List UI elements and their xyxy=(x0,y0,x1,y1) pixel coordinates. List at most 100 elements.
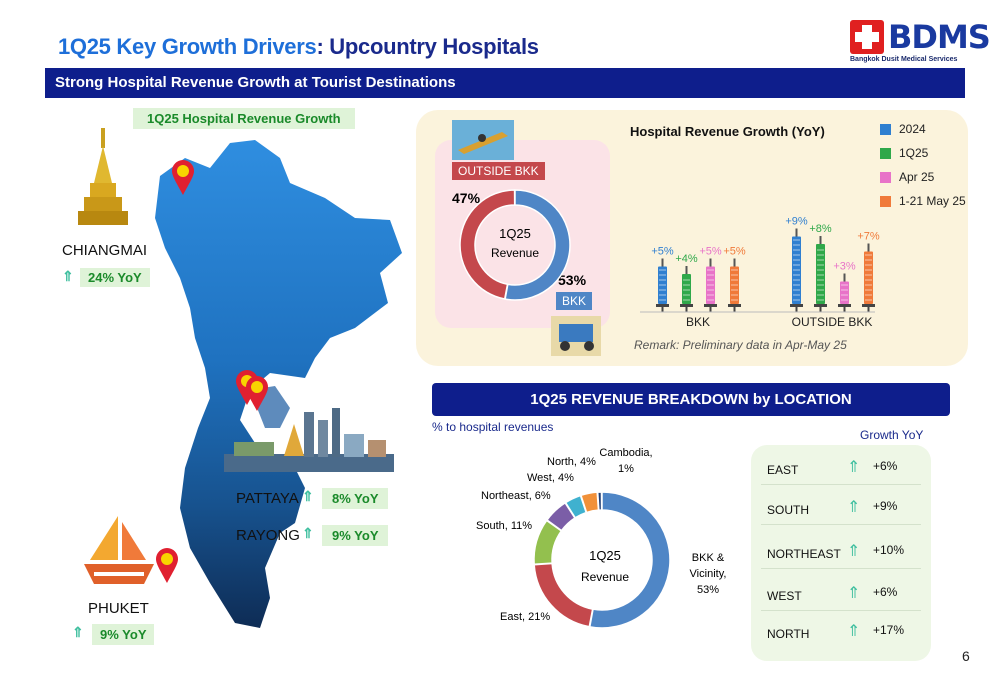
legend-swatch xyxy=(880,148,891,160)
pattaya-growth: 8% YoY xyxy=(322,488,389,509)
bkk-tag: BKK xyxy=(556,292,593,310)
chiangmai-growth: 24% YoY xyxy=(80,268,150,287)
donut1-center: 1Q25 xyxy=(499,226,531,241)
map-shape xyxy=(155,140,402,628)
bar-value-label: +5% xyxy=(699,246,722,258)
growth-up-arrow-icon: ⇑ xyxy=(62,268,74,284)
chart-bar xyxy=(862,243,875,312)
outside-bkk-tag: OUTSIDE BKK xyxy=(452,162,545,180)
logo-text: BDMS xyxy=(888,18,991,56)
longtail-boat-icon xyxy=(452,120,514,160)
chart-title: Hospital Revenue Growth (YoY) xyxy=(630,124,825,139)
donut-slice xyxy=(459,189,516,300)
table-row: WEST ⇑ +6% xyxy=(761,571,921,611)
donut-slice xyxy=(588,491,671,629)
growth-bar-chart: +5%+4%+5% +5%BKK+9%+8%+3%+7%OUTSIDE BKK xyxy=(640,216,880,329)
region-label: EAST xyxy=(767,463,799,477)
bar-value-label: +4% xyxy=(675,253,698,265)
category-label: OUTSIDE BKK xyxy=(792,315,873,329)
donut2-sub: Revenue xyxy=(580,570,630,584)
growth-value: +6% xyxy=(873,459,898,473)
chart-bar xyxy=(838,273,851,312)
pct-note: % to hospital revenues xyxy=(432,420,554,434)
legend-item: 2024 xyxy=(880,122,966,146)
chart-bar xyxy=(728,258,741,312)
bar-value-label: +9% xyxy=(785,216,808,228)
chart-bar xyxy=(680,266,693,312)
pin-phuket-icon xyxy=(156,548,178,583)
label-west: West, 4% xyxy=(527,472,574,484)
growth-up-arrow-icon: ⇑ xyxy=(847,623,861,640)
donut1-sub: Revenue xyxy=(490,246,540,260)
chart-bar xyxy=(704,258,717,312)
title-rest: : Upcountry Hospitals xyxy=(316,34,539,59)
tuktuk-icon xyxy=(551,316,601,356)
breakdown-header: 1Q25 REVENUE BREAKDOWN by LOCATION xyxy=(432,383,950,416)
donut-slice xyxy=(504,189,571,301)
rayong-growth: 9% YoY xyxy=(322,525,389,546)
bar-value-label: +5% xyxy=(723,246,746,258)
label-cambodia: Cambodia, 1% xyxy=(599,447,653,475)
growth-value: +9% xyxy=(873,499,898,513)
legend-label: Apr 25 xyxy=(899,170,935,184)
label-south: South, 11% xyxy=(476,520,533,532)
revenue-split-donut xyxy=(459,189,571,301)
growth-header: Growth YoY xyxy=(860,428,924,442)
category-label: BKK xyxy=(686,315,710,329)
region-label: NORTH xyxy=(767,627,810,641)
donut-slice xyxy=(596,491,603,511)
label-text: BKK & Vicinity, 53% xyxy=(689,552,727,596)
pin-chiangmai-icon xyxy=(172,160,194,195)
growth-table: EAST ⇑ +6% SOUTH ⇑ +9% NORTHEAST ⇑ +10% WEST ⇑ +… xyxy=(751,445,931,661)
page-number: 6 xyxy=(962,648,970,664)
logo-subtitle: Bangkok Dusit Medical Services xyxy=(850,56,958,63)
logo-cross-icon xyxy=(850,20,884,54)
bkk-pct: 53% xyxy=(558,272,587,288)
growth-up-arrow-icon: ⇑ xyxy=(847,585,861,602)
outside-pct: 47% xyxy=(452,190,481,206)
region-label: NORTHEAST xyxy=(767,547,841,561)
legend-item: 1Q25 xyxy=(880,146,966,170)
growth-up-arrow-icon: ⇑ xyxy=(302,525,314,541)
legend-swatch xyxy=(880,196,891,208)
growth-up-arrow-icon: ⇑ xyxy=(847,459,861,476)
pin-rayong-icon xyxy=(246,376,268,411)
table-row: NORTH ⇑ +17% xyxy=(761,609,921,649)
label-north: North, 4% xyxy=(547,456,596,468)
chart-bar xyxy=(656,258,669,312)
bdms-logo: BDMS Bangkok Dusit Medical Services xyxy=(850,18,991,64)
label-east: East, 21% xyxy=(500,611,551,623)
region-label: WEST xyxy=(767,589,802,603)
growth-value: +6% xyxy=(873,585,898,599)
thailand-map xyxy=(155,140,402,628)
city-pattaya-label: PATTAYA xyxy=(236,490,299,507)
legend-swatch xyxy=(880,172,891,184)
label-northeast: Northeast, 6% xyxy=(481,490,551,502)
pagoda-icon xyxy=(78,128,128,225)
legend-label: 1Q25 xyxy=(899,146,929,160)
table-row: NORTHEAST ⇑ +10% xyxy=(761,529,921,569)
region-label: SOUTH xyxy=(767,503,809,517)
growth-value: +10% xyxy=(873,543,905,557)
title-mid: Key Growth Drivers xyxy=(110,34,317,59)
city-phuket-label: PHUKET xyxy=(88,600,149,617)
table-row: EAST ⇑ +6% xyxy=(761,445,921,485)
legend-item: 1-21 May 25 xyxy=(880,194,966,218)
legend-label: 1-21 May 25 xyxy=(899,194,966,208)
donut2-center: 1Q25 xyxy=(589,548,621,563)
chart-remark: Remark: Preliminary data in Apr-May 25 xyxy=(634,338,847,352)
title-prefix: 1Q25 xyxy=(58,34,111,59)
city-rayong-label: RAYONG xyxy=(236,527,300,544)
growth-up-arrow-icon: ⇑ xyxy=(847,499,861,516)
chart-legend: 2024 1Q25 Apr 25 1-21 May 25 xyxy=(880,122,966,218)
bar-value-label: +8% xyxy=(809,223,832,235)
phuket-growth: 9% YoY xyxy=(92,624,155,645)
table-row: SOUTH ⇑ +9% xyxy=(761,485,921,525)
city-skyline-icon xyxy=(224,408,394,472)
chart-bar xyxy=(790,228,803,312)
growth-up-arrow-icon: ⇑ xyxy=(302,488,314,504)
legend-swatch xyxy=(880,124,891,136)
page-title: 1Q25 Key Growth Drivers: Upcountry Hospi… xyxy=(58,34,539,60)
legend-item: Apr 25 xyxy=(880,170,966,194)
chart-bar xyxy=(814,236,827,312)
